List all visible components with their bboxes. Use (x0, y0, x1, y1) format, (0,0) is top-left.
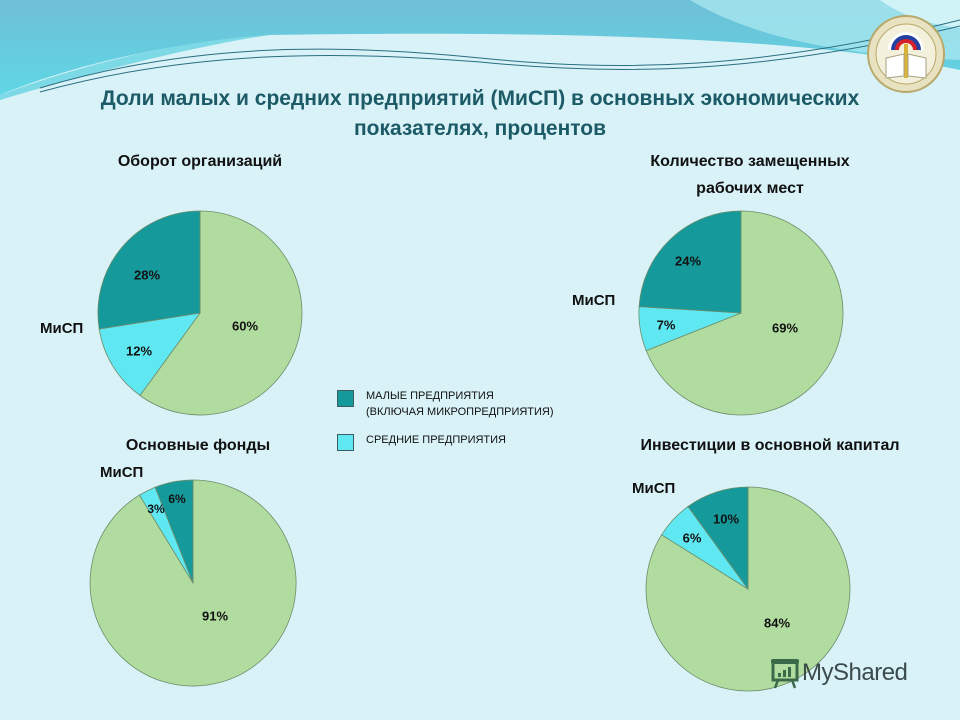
chart-title-fixed-assets: Основные фонды (88, 432, 308, 459)
legend-label-medium: СРЕДНИЕ ПРЕДПРИЯТИЯ (366, 434, 507, 446)
chart-title-investments: Инвестиции в основной капитал (600, 432, 940, 459)
chart-title-investments-text: Инвестиции в основной капитал (640, 437, 900, 454)
watermark-text: MyShared (802, 659, 908, 686)
pct-label-small: 10% (712, 511, 740, 527)
pct-label-other: 60% (231, 318, 259, 334)
chart-title-jobs-line1: Количество замещенных (650, 153, 850, 170)
legend-item-medium: СРЕДНИЕ ПРЕДПРИЯТИЯ (337, 432, 554, 451)
legend: МАЛЫЕ ПРЕДПРИЯТИЯ (ВКЛЮЧАЯ МИКРОПРЕДПРИЯ… (337, 388, 554, 451)
pct-label-small: 28% (133, 267, 161, 283)
legend-text-small: МАЛЫЕ ПРЕДПРИЯТИЯ (ВКЛЮЧАЯ МИКРОПРЕДПРИЯ… (366, 388, 554, 420)
legend-label-small-line2: (ВКЛЮЧАЯ МИКРОПРЕДПРИЯТИЯ) (366, 406, 554, 418)
pct-label-medium: 6% (682, 530, 702, 546)
pct-label-medium: 12% (125, 343, 153, 359)
pct-label-medium: 3% (147, 502, 165, 516)
misp-label-fixed-assets: МиСП (100, 464, 144, 481)
presentation-board-icon (771, 659, 799, 689)
pct-label-other: 69% (771, 320, 799, 336)
pct-label-small: 6% (168, 492, 186, 506)
pct-label-small: 24% (674, 253, 702, 269)
chart-title-turnover-text: Оборот организаций (117, 153, 283, 170)
emblem-logo (867, 15, 945, 93)
legend-label-small-line1: МАЛЫЕ ПРЕДПРИЯТИЯ (366, 390, 494, 402)
page-title-line1: Доли малых и средних предприятий (МиСП) … (100, 87, 860, 110)
misp-label-investments: МиСП (632, 480, 676, 497)
watermark: MyShared (768, 656, 908, 690)
pct-label-other: 91% (201, 608, 229, 624)
chart-title-jobs: Количество замещенных рабочих мест (610, 148, 890, 202)
misp-label-jobs: МиСП (572, 292, 616, 309)
chart-title-fixed-assets-text: Основные фонды (125, 437, 271, 454)
page-title-line2: показателях, процентов (353, 117, 607, 140)
legend-swatch-medium (337, 434, 354, 451)
legend-swatch-small (337, 390, 354, 407)
legend-item-small: МАЛЫЕ ПРЕДПРИЯТИЯ (ВКЛЮЧАЯ МИКРОПРЕДПРИЯ… (337, 388, 554, 420)
misp-label-turnover: МиСП (40, 320, 84, 337)
chart-title-turnover: Оборот организаций (90, 148, 310, 175)
chart-title-jobs-line2: рабочих мест (696, 180, 804, 197)
pct-label-medium: 7% (656, 317, 676, 333)
pct-label-other: 84% (763, 615, 791, 631)
